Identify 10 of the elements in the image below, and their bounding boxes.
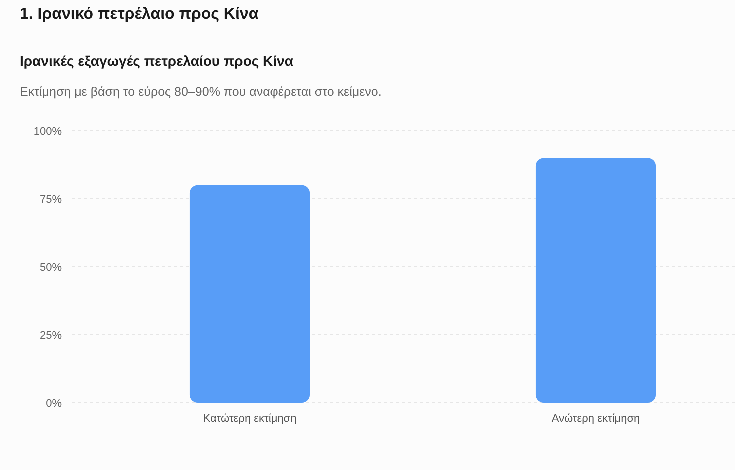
chart-subtitle: Εκτίμηση με βάση το εύρος 80–90% που αναφέρεται στο κείμενο.	[20, 85, 382, 99]
x-tick-label: Κατώτερη εκτίμηση	[203, 413, 297, 425]
y-tick-label: 50%	[40, 262, 62, 274]
y-tick-label: 0%	[46, 398, 62, 410]
text: 1. Ιρανικό πετρέλαιο προς Κίνα	[20, 6, 259, 23]
y-tick-label: 100%	[34, 126, 62, 138]
y-tick-label: 75%	[40, 194, 62, 206]
y-tick-label: 25%	[40, 330, 62, 342]
chart-title: Ιρανικές εξαγωγές πετρελαίου προς Κίνα	[20, 53, 294, 69]
x-tick-label: Ανώτερη εκτίμηση	[552, 413, 640, 425]
